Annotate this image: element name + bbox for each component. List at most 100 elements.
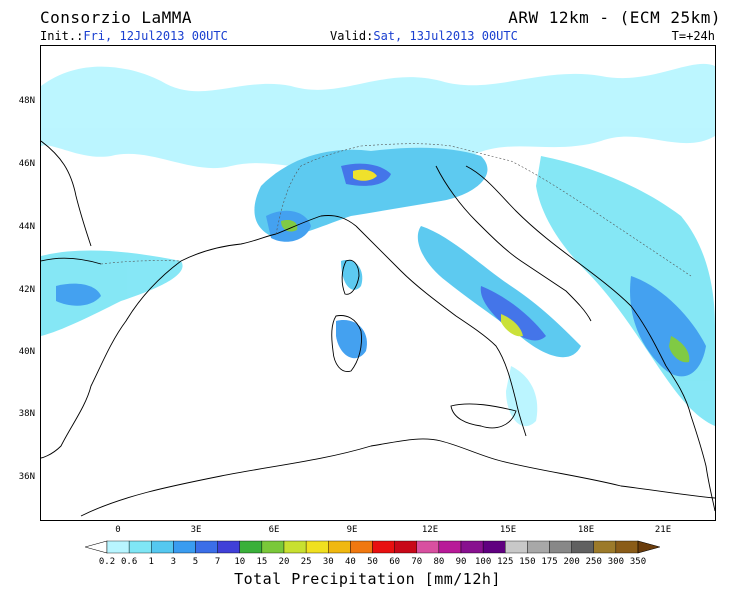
colorbar-title: Total Precipitation [mm/12h] — [234, 570, 501, 588]
colorbar-swatch — [372, 540, 395, 554]
colorbar-level-label: 0.2 — [98, 557, 116, 567]
precip-alps-max — [353, 169, 377, 181]
coast-ligurian — [275, 215, 357, 235]
colorbar-level-label: 60 — [389, 557, 401, 567]
colorbar-swatch — [128, 540, 152, 554]
colorbar-level-label: 80 — [433, 557, 445, 567]
coast-tyrrhenian — [355, 225, 527, 437]
colorbar-swatch — [195, 540, 218, 554]
lat-label-38n: 38N — [18, 409, 35, 419]
lon-label-0: 0 — [115, 525, 121, 535]
lon-label-21e: 21E — [654, 525, 672, 535]
colorbar — [85, 540, 660, 554]
colorbar-level-label: 125 — [497, 557, 514, 567]
init-label: Init.: — [40, 29, 84, 43]
precipitation-map — [40, 45, 716, 521]
lat-label-46n: 46N — [18, 159, 35, 169]
colorbar-swatch — [527, 540, 550, 554]
colorbar-level-label: 25 — [300, 557, 312, 567]
coast-adriatic-west — [435, 165, 592, 322]
colorbar-level-label: 250 — [585, 557, 602, 567]
precipitation-field — [41, 63, 715, 427]
colorbar-swatch — [416, 540, 440, 554]
colorbar-level-label: 150 — [519, 557, 536, 567]
colorbar-level-label: 5 — [192, 557, 199, 567]
border-alps — [360, 143, 512, 162]
border-france-italy — [275, 145, 362, 235]
colorbar-labels: 0.2 0.6 1 3 5 7 10 15 20 25 30 40 50 60 70 80 90 100 125 15… — [0, 557, 735, 569]
coast-sicily — [450, 403, 517, 429]
colorbar-level-label: 300 — [607, 557, 624, 567]
org-title: Consorzio LaMMA — [40, 8, 192, 27]
lat-label-40n: 40N — [18, 347, 35, 357]
colorbar-swatch — [328, 540, 351, 554]
precip-alps — [254, 147, 488, 237]
colorbar-swatch — [505, 540, 528, 554]
map-svg — [40, 63, 716, 517]
lon-label-3e: 3E — [190, 525, 202, 535]
colorbar-swatch — [571, 540, 594, 554]
precip-ligurian-core — [281, 220, 298, 232]
colorbar-level-label: 3 — [170, 557, 177, 567]
colorbar-swatch — [549, 540, 572, 554]
colorbar-swatch — [239, 540, 263, 554]
colorbar-level-label: 350 — [629, 557, 647, 567]
border-balkans — [510, 160, 692, 277]
colorbar-level-label: 90 — [455, 557, 467, 567]
colorbar-swatch — [593, 540, 617, 554]
precip-calabria — [506, 366, 538, 427]
colorbar-level-label: 0.6 — [120, 557, 138, 567]
colorbar-level-label: 10 — [234, 557, 246, 567]
coast-adriatic-east — [465, 165, 667, 367]
coast-spain-med — [40, 260, 182, 459]
colorbar-level-label: 40 — [344, 557, 356, 567]
precip-corsica — [341, 260, 363, 290]
precip-spain — [41, 250, 183, 336]
coast-africa — [80, 438, 716, 517]
colorbar-level-label: 200 — [563, 557, 580, 567]
lat-label-36n: 36N — [18, 472, 35, 482]
colorbar-level-label: 100 — [474, 557, 492, 567]
borders — [100, 143, 692, 277]
colorbar-level-label: 15 — [256, 557, 268, 567]
colorbar-swatch — [350, 540, 373, 554]
colorbar-swatch — [438, 540, 462, 554]
coast-greece — [665, 365, 716, 512]
lat-label-42n: 42N — [18, 285, 35, 295]
coast-france-atlantic — [40, 140, 92, 247]
coast-sardinia — [331, 315, 362, 372]
lon-label-9e: 9E — [346, 525, 358, 535]
colorbar-swatch — [261, 540, 285, 554]
colorbar-level-label: 20 — [278, 557, 290, 567]
precip-apennine — [417, 226, 581, 358]
colorbar-level-label: 1 — [148, 557, 154, 567]
init-line: Init.:Fri, 12Jul2013 00UTC — [40, 29, 228, 43]
lon-label-18e: 18E — [577, 525, 595, 535]
init-value: Fri, 12Jul2013 00UTC — [83, 29, 228, 43]
colorbar-swatch — [217, 540, 240, 554]
lon-label-15e: 15E — [499, 525, 517, 535]
colorbar-swatch — [283, 540, 307, 554]
colorbar-arrow-left — [85, 540, 108, 554]
precip-balkans — [536, 156, 715, 426]
precip-spain-core — [56, 283, 101, 306]
colorbar-level-label: 50 — [367, 557, 378, 567]
colorbar-level-label: 175 — [541, 557, 558, 567]
lat-label-44n: 44N — [18, 222, 35, 232]
coast-spain-north — [40, 257, 102, 265]
coast-corsica — [341, 259, 360, 295]
colorbar-swatch — [394, 540, 417, 554]
valid-label: Valid: — [330, 29, 374, 43]
lon-label-12e: 12E — [421, 525, 439, 535]
valid-value: Sat, 13Jul2013 00UTC — [373, 29, 518, 43]
colorbar-swatch — [106, 540, 130, 554]
model-title: ARW 12km - (ECM 25km) — [508, 8, 721, 27]
valid-line: Valid:Sat, 13Jul2013 00UTC — [330, 29, 518, 43]
colorbar-swatch — [151, 540, 174, 554]
lat-label-48n: 48N — [18, 96, 35, 106]
colorbar-level-label: 7 — [214, 557, 221, 567]
precip-north-band — [41, 63, 715, 169]
colorbar-swatch — [615, 540, 639, 554]
coastlines — [40, 140, 716, 517]
precip-sardinia — [336, 320, 367, 359]
